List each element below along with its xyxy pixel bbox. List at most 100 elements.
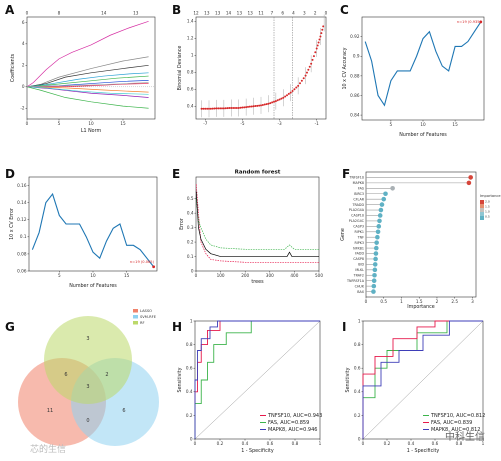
panel-letter-i: I xyxy=(342,320,346,334)
gene-label: BAX xyxy=(357,290,365,294)
x-tick-label: 5 xyxy=(58,273,61,278)
reference-diagonal xyxy=(362,320,484,440)
deviance-point xyxy=(322,25,325,28)
legend-label: SVM-RFE xyxy=(140,315,157,319)
top-tick-label: 14 xyxy=(226,11,232,16)
deviance-point xyxy=(308,65,311,68)
y-tick-label: -2 xyxy=(20,106,25,111)
x-axis-label: Number of Features xyxy=(399,132,447,138)
deviance-point xyxy=(282,96,285,99)
y-tick-label: 1 xyxy=(358,318,361,323)
legend-label: 1.5 xyxy=(485,205,490,209)
y-tick-label: 0 xyxy=(22,84,25,89)
top-tick-label: 0 xyxy=(325,11,328,16)
deviance-point xyxy=(274,100,277,103)
watermark-right: 中科生信 xyxy=(445,430,485,443)
legend-swatch xyxy=(480,208,484,212)
x-tick-label: 0.4 xyxy=(408,441,415,446)
lollipop-point xyxy=(372,267,378,273)
plot-frame xyxy=(28,176,158,272)
y-axis-label: Gene xyxy=(340,228,346,241)
y-tick-label: 0.6 xyxy=(354,366,361,371)
best-annotation: n=19 (0.935) xyxy=(457,20,482,24)
x-tick-label: 0 xyxy=(365,299,368,304)
lollipop-point xyxy=(373,245,379,251)
deviance-point xyxy=(293,88,296,91)
lollipop-point xyxy=(378,207,384,213)
lollipop-point xyxy=(468,175,473,180)
deviance-point xyxy=(269,102,272,105)
y-tick-label: 0.92 xyxy=(350,34,360,39)
coefficient-path xyxy=(26,75,149,88)
lollipop-point xyxy=(383,191,388,197)
y-tick-label: 0.2 xyxy=(186,413,193,418)
y-tick-label: 0.2 xyxy=(187,239,194,244)
deviance-point xyxy=(209,107,212,110)
deviance-point xyxy=(200,107,203,110)
y-tick-label: 0.3 xyxy=(187,225,194,230)
gene-label: FADD xyxy=(355,252,364,256)
gene-label: TRAF2 xyxy=(353,273,364,277)
panel-e: Random forest 0 100 200 300 400 500 0 0.1 0.2 0.3 0… xyxy=(179,170,323,286)
deviance-point xyxy=(312,55,315,58)
legend-swatch xyxy=(480,204,484,208)
lollipop-point xyxy=(376,224,382,229)
x-tick-label: 15 xyxy=(124,273,130,278)
lollipop-point xyxy=(371,278,377,283)
panel-letter-d: D xyxy=(5,167,15,181)
deviance-point xyxy=(297,84,300,87)
lollipop-point xyxy=(390,186,395,191)
panel-b: 12 13 13 14 13 13 11 7 6 4 3 2 0 -7 -5 -3 -1 0.4 0.6 0.8 1 1.… xyxy=(177,11,328,127)
deviance-point xyxy=(261,103,264,106)
top-tick-label: 0 xyxy=(26,11,29,16)
x-axis-label: Number of Features xyxy=(69,283,117,289)
deviance-point xyxy=(278,98,281,101)
y-tick-label: 0.4 xyxy=(187,104,194,109)
roc-curve xyxy=(194,320,320,439)
deviance-point xyxy=(202,107,205,110)
deviance-point xyxy=(204,107,207,110)
gene-label: MLKL xyxy=(355,268,364,272)
panel-letter-c: C xyxy=(340,3,349,17)
roc-curve xyxy=(362,320,483,439)
legend-swatch xyxy=(480,216,484,220)
plot-frame xyxy=(361,16,485,121)
y-axis-label: 10 x CV Error xyxy=(9,208,15,240)
legend-label: TNFSF10, AUC=0.812 xyxy=(430,413,485,419)
deviance-point xyxy=(315,47,318,50)
venn-count: 11 xyxy=(47,408,53,414)
y-tick-label: 0.8 xyxy=(186,342,193,347)
deviance-point xyxy=(284,95,287,98)
x-tick-label: 2.5 xyxy=(451,299,458,304)
x-tick-label: 100 xyxy=(217,273,225,278)
y-tick-label: 0.86 xyxy=(350,93,360,98)
top-tick-label: 3 xyxy=(303,11,306,16)
plot-frame xyxy=(195,16,327,120)
y-tick-label: 0.4 xyxy=(354,389,361,394)
coefficient-path xyxy=(26,72,149,88)
deviance-point xyxy=(314,51,317,54)
deviance-point xyxy=(254,105,257,108)
deviance-point xyxy=(222,107,225,110)
x-tick-label: -5 xyxy=(240,121,245,126)
deviance-point xyxy=(256,104,259,107)
venn-count: 2 xyxy=(105,372,108,378)
gene-label: TRADD xyxy=(351,203,364,207)
gene-label: CHUK xyxy=(355,284,365,288)
x-tick-label: 15 xyxy=(120,121,126,126)
lollipop-point xyxy=(373,256,378,262)
deviance-point xyxy=(239,106,242,109)
lollipop-point xyxy=(375,234,380,240)
deviance-point xyxy=(217,107,220,110)
venn-count: 0 xyxy=(86,418,89,424)
top-tick-label: 13 xyxy=(237,11,243,16)
deviance-point xyxy=(241,106,244,109)
x-tick-label: 0.6 xyxy=(267,441,274,446)
panel-g: 3 6 2 3 11 6 0 LASSO SVM-RFE RF xyxy=(18,309,159,446)
plot-frame xyxy=(195,176,320,272)
deviance-point xyxy=(271,101,274,104)
lollipop-point xyxy=(466,180,472,186)
x-tick-label: 10 xyxy=(90,273,96,278)
legend-swatch xyxy=(480,212,484,216)
